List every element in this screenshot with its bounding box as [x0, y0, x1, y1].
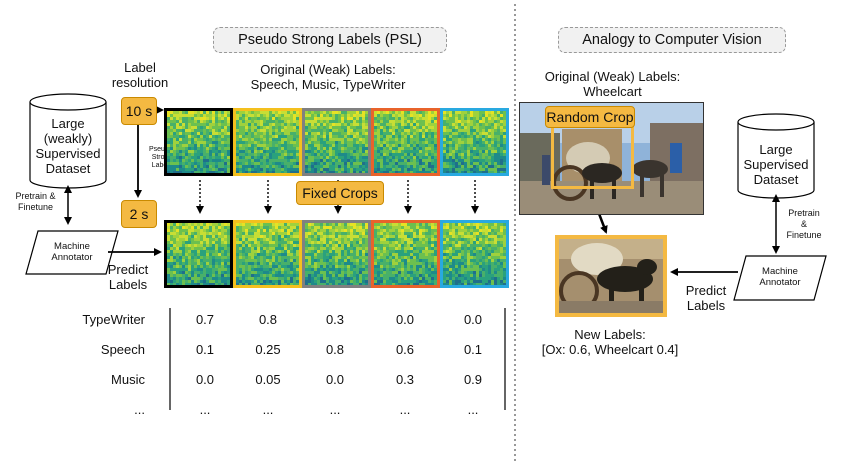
spectrogram-segment	[233, 220, 302, 288]
machine-annotator-left-shape	[25, 230, 119, 275]
cv-title: Analogy to Computer Vision	[558, 27, 786, 53]
spectrogram-segment	[371, 220, 440, 288]
annotator-left-line2: Annotator	[51, 252, 93, 263]
weak-labels-right-line1: Original (Weak) Labels:	[544, 69, 681, 84]
label-resolution-line1: Label	[124, 60, 156, 75]
table-cell: 0.0	[325, 372, 345, 387]
pseudo-strong-line1: Pseudo-	[148, 146, 176, 153]
predict-left-line2: Labels	[108, 277, 148, 292]
table-cell: 0.0	[195, 372, 215, 387]
annotator-left-line1: Machine	[54, 241, 90, 252]
predict-labels-left: Predict Labels	[98, 262, 158, 292]
table-row-label: Speech	[100, 342, 145, 357]
cropped-scene-image	[559, 239, 663, 313]
table-cell: 0.25	[255, 342, 281, 357]
supervised-dataset-line1: Large	[759, 142, 793, 157]
table-cell: 0.9	[463, 372, 483, 387]
random-crop-region	[551, 123, 634, 189]
table-cell: ...	[262, 402, 274, 417]
table-cell: 0.1	[463, 342, 483, 357]
weak-dataset-label: Large (weakly) Supervised Dataset	[30, 116, 106, 176]
cropped-photo	[555, 235, 667, 317]
table-cell: 0.6	[395, 342, 415, 357]
table-row-label: ...	[134, 402, 145, 417]
spectrogram-segment	[233, 108, 302, 176]
weak-dataset-line3: Supervised	[35, 146, 101, 161]
predict-right-line2: Labels	[686, 298, 726, 313]
pretrain-left-line1: Pretrain &	[15, 191, 56, 201]
resolution-10s-badge: 10 s	[121, 97, 157, 125]
pretrain-right-line3: Finetune	[786, 230, 822, 240]
spectrogram-segment	[302, 220, 371, 288]
table-cell: 0.0	[395, 312, 415, 327]
table-cell: ...	[329, 402, 341, 417]
new-labels-line1: New Labels:	[574, 327, 646, 342]
table-cell: 0.3	[325, 312, 345, 327]
machine-annotator-left-label: Machine Annotator	[30, 241, 114, 263]
weak-dataset-line1: Large	[51, 116, 85, 131]
spectrogram-segment	[371, 108, 440, 176]
table-cell: 0.1	[195, 342, 215, 357]
table-cell: ...	[199, 402, 211, 417]
resolution-2s-badge: 2 s	[121, 200, 157, 228]
table-row-label: TypeWriter	[82, 312, 145, 327]
label-resolution-label: Label resolution	[105, 60, 175, 90]
table-cell: 0.3	[395, 372, 415, 387]
spectrogram-segment	[164, 220, 233, 288]
pseudo-strong-line3: Labels	[151, 162, 173, 169]
table-cell: 0.7	[195, 312, 215, 327]
pretrain-finetune-left: Pretrain & Finetune	[8, 191, 63, 213]
weak-labels-caption-left: Original (Weak) Labels: Speech, Music, T…	[228, 62, 428, 92]
spectrogram-segment	[302, 108, 371, 176]
supervised-dataset-label: Large Supervised Dataset	[738, 142, 814, 187]
weak-dataset-cylinder	[29, 93, 107, 189]
machine-annotator-right-shape	[733, 255, 827, 301]
label-resolution-line2: resolution	[111, 75, 169, 90]
pretrain-left-line2: Finetune	[17, 202, 54, 212]
weak-labels-right-line2: Wheelcart	[583, 84, 642, 99]
table-cell: 0.8	[258, 312, 278, 327]
fixed-crops-badge: Fixed Crops	[296, 181, 384, 205]
spectrogram-segment	[164, 108, 233, 176]
new-labels-line2: [Ox: 0.6, Wheelcart 0.4]	[541, 342, 679, 357]
table-cell: ...	[467, 402, 479, 417]
table-row-label: Music	[111, 372, 145, 387]
pseudo-strong-labels-note: Pseudo- Strong Labels	[142, 146, 182, 170]
weak-dataset-line4: Dataset	[45, 161, 91, 176]
table-cell: 0.0	[463, 312, 483, 327]
supervised-dataset-line3: Dataset	[753, 172, 799, 187]
spectrogram-10s-row	[164, 108, 509, 176]
pretrain-finetune-right: Pretrain & Finetune	[779, 208, 829, 241]
pretrain-right-line1: Pretrain	[788, 208, 820, 218]
random-crop-badge: Random Crop	[545, 106, 635, 128]
spectrogram-segment	[440, 220, 509, 288]
annotator-right-line2: Annotator	[759, 277, 801, 288]
predict-left-line1: Predict	[107, 262, 149, 277]
weak-labels-caption-right: Original (Weak) Labels: Wheelcart	[520, 69, 705, 99]
table-cell: 0.8	[325, 342, 345, 357]
predict-labels-right: Predict Labels	[676, 283, 736, 313]
predict-right-line1: Predict	[685, 283, 727, 298]
table-cell: 0.05	[255, 372, 281, 387]
psl-title: Pseudo Strong Labels (PSL)	[213, 27, 447, 53]
machine-annotator-right-label: Machine Annotator	[738, 266, 822, 288]
pretrain-right-line2: &	[800, 219, 807, 229]
weak-labels-left-line1: Original (Weak) Labels:	[260, 62, 396, 77]
supervised-dataset-line2: Supervised	[743, 157, 809, 172]
table-cell: ...	[399, 402, 411, 417]
new-labels-caption: New Labels: [Ox: 0.6, Wheelcart 0.4]	[525, 327, 695, 357]
pseudo-strong-line2: Strong	[151, 154, 173, 161]
supervised-dataset-cylinder	[737, 113, 815, 199]
weak-labels-left-line2: Speech, Music, TypeWriter	[250, 77, 406, 92]
spectrogram-segment	[440, 108, 509, 176]
weak-dataset-line2: (weakly)	[43, 131, 93, 146]
annotator-right-line1: Machine	[762, 266, 798, 277]
spectrogram-2s-row	[164, 220, 509, 288]
